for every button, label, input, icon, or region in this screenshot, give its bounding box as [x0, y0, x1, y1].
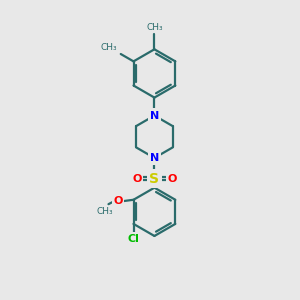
Text: N: N	[150, 153, 159, 163]
Text: O: O	[113, 196, 123, 206]
Text: CH₃: CH₃	[146, 22, 163, 32]
Text: CH₃: CH₃	[100, 43, 117, 52]
Text: N: N	[150, 110, 159, 121]
Text: O: O	[167, 174, 177, 184]
Text: S: S	[149, 172, 159, 186]
Text: CH₃: CH₃	[97, 206, 113, 215]
Text: Cl: Cl	[128, 234, 140, 244]
Text: O: O	[132, 174, 141, 184]
